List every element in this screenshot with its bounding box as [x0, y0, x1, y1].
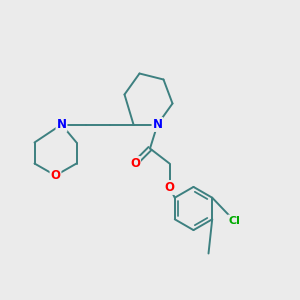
Text: N: N: [152, 118, 163, 131]
Text: O: O: [50, 169, 61, 182]
Text: O: O: [164, 181, 175, 194]
Text: N: N: [56, 118, 67, 131]
Text: Cl: Cl: [228, 215, 240, 226]
Text: O: O: [130, 157, 140, 170]
